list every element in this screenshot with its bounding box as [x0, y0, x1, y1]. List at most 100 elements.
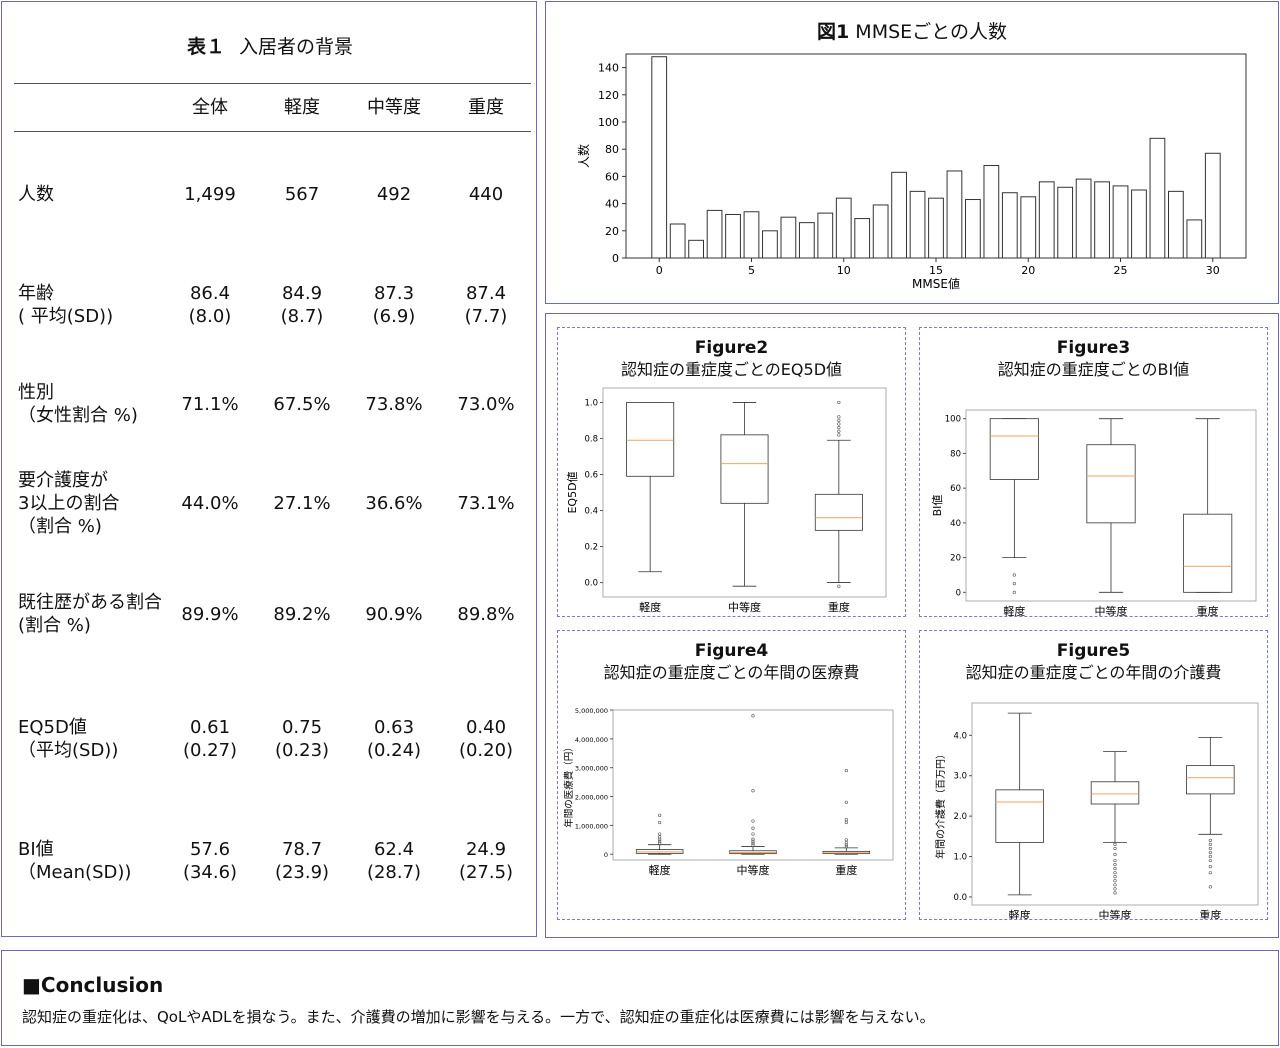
x-tick-label: 中等度: [728, 600, 761, 614]
outlier-point: [751, 841, 755, 845]
y-tick-label: 0.4: [584, 507, 598, 517]
row-label: 性別: [18, 382, 54, 403]
figure5-title: Figure5 認知症の重症度ごとの年間の介護費: [920, 641, 1267, 683]
outlier-point: [751, 839, 755, 843]
bar: [706, 209, 723, 259]
bar: [965, 199, 981, 259]
figure1-chart: 0 20 40 60 80 100 120 140 0 5 10 15 20 25 30 MMSE値 人数: [576, 53, 1247, 291]
table1-panel: 表１ 入居者の背景 全体 軽度 中等度 重度 人数 1,499 567 492 440 年齢( 平均…: [1, 1, 537, 937]
bar: [1038, 181, 1055, 259]
figure2-title: Figure2 認知症の重症度ごとのEQ5D値: [558, 338, 905, 380]
y-axis-label: 年間の介護費（百万円）: [934, 749, 947, 859]
x-tick-label: 中等度: [1099, 908, 1132, 919]
bar: [1094, 181, 1110, 259]
table-top-rule: [14, 83, 531, 84]
y-tick-label: 0: [956, 588, 961, 598]
outlier-point: [1113, 863, 1117, 867]
row-label: ( 平均(SD)): [18, 306, 114, 327]
table-cell-value: 89.9%: [181, 603, 239, 625]
figure4-chart: 0 1,000,000 2,000,000 3,000,000 4,000,000 5,0…: [563, 707, 894, 877]
row-label: （平均(SD)): [18, 740, 119, 761]
y-tick-label: 80: [605, 143, 619, 156]
conclusion-text: 認知症の重症化は、QoLやADLを損なう。また、介護費の増加に影響を与える。一方…: [22, 1008, 935, 1026]
bar: [928, 197, 944, 259]
outlier-point: [1113, 879, 1117, 883]
table-cell-value: (0.24): [366, 740, 422, 761]
table1-title-number: 表１: [186, 36, 225, 58]
row-label: 要介護度が: [18, 469, 108, 491]
table-cell-value: 89.2%: [273, 603, 331, 625]
outlier-point: [751, 826, 755, 830]
table-cell-value: 0.75: [281, 717, 323, 738]
table-cell-value: 440: [468, 183, 504, 205]
table-cell-value: 0.61: [189, 717, 231, 738]
outlier-point: [837, 418, 841, 423]
x-tick-label: 5: [748, 264, 755, 277]
y-tick-label: 0.0: [584, 579, 598, 589]
outlier-point: [844, 845, 848, 849]
table-cell-value: (7.7): [464, 306, 508, 327]
bar: [1149, 137, 1166, 259]
outlier-point: [1208, 850, 1212, 855]
outlier-point: [658, 841, 662, 845]
column-header: 重度: [468, 97, 504, 118]
figure5-panel: Figure5 認知症の重症度ごとの年間の介護費 0.0 1.0 2.0 3.0 4.0…: [919, 630, 1268, 920]
x-tick-label: 軽度: [1009, 908, 1031, 919]
table-cell-value: 73.8%: [365, 393, 423, 415]
outlier-point: [844, 800, 848, 804]
box: [1183, 513, 1233, 593]
row-label: EQ5D値: [18, 717, 87, 738]
figure2-title-text: 認知症の重症度ごとのEQ5D値: [620, 360, 843, 379]
outlier-point: [751, 789, 755, 793]
outlier-point: [1113, 842, 1117, 846]
figure1-panel: 図1 MMSEごとの人数 0 20 40 60 80 100 120 140 0 5 10 15 20 2…: [545, 1, 1279, 304]
outlier-point: [751, 843, 755, 847]
table-cell-value: 492: [376, 183, 412, 205]
y-tick-label: 40: [950, 519, 961, 529]
outlier-point: [1208, 838, 1212, 842]
table-cell-value: (0.20): [458, 740, 514, 761]
outlier-point: [837, 584, 841, 588]
plot-frame: [971, 702, 1259, 906]
conclusion-heading: ■Conclusion: [22, 973, 164, 997]
table-cell-value: 86.4: [189, 283, 231, 304]
bar: [1131, 189, 1147, 259]
table-cell-value: (28.7): [366, 862, 422, 883]
bar: [725, 213, 741, 259]
y-tick-label: 0.8: [584, 434, 598, 444]
outlier-point: [1012, 573, 1016, 577]
y-tick-label: 20: [950, 554, 961, 564]
y-tick-label: 5,000,000: [575, 707, 608, 715]
outlier-point: [837, 400, 841, 405]
figure3-chart: 0 20 40 60 80 100 軽度 中等度 重度 BI値: [931, 409, 1257, 616]
table-cell-value: 62.4: [373, 839, 415, 860]
y-axis-label: 人数: [576, 144, 591, 168]
y-tick-label: 3,000,000: [575, 765, 608, 773]
outlier-point: [1208, 858, 1212, 863]
box: [626, 402, 675, 477]
figure1-title: 図1 MMSEごとの人数: [546, 17, 1278, 44]
figure4-title: Figure4 認知症の重症度ごとの年間の医療費: [558, 641, 905, 683]
outlier-point: [837, 433, 841, 437]
y-tick-label: 0.6: [584, 470, 598, 480]
outlier-point: [844, 768, 848, 773]
y-tick-label: 20: [605, 225, 619, 238]
table-cell-value: 567: [284, 183, 320, 205]
outlier-point: [1113, 871, 1117, 875]
y-tick-label: 2.0: [953, 812, 967, 822]
x-tick-label: 25: [1114, 264, 1128, 277]
x-tick-label: 軽度: [1003, 604, 1025, 616]
y-tick-label: 3.0: [953, 772, 967, 782]
box: [720, 434, 769, 504]
bar: [909, 190, 926, 259]
outlier-point: [1208, 885, 1212, 889]
outlier-point: [837, 415, 841, 419]
table-cell-value: 24.9: [465, 839, 507, 860]
x-tick-label: 10: [837, 264, 851, 277]
outlier-point: [1012, 582, 1016, 586]
box: [1090, 781, 1140, 805]
figure4-title-number: Figure4: [694, 641, 769, 661]
outlier-point: [658, 832, 662, 836]
row-label: 年齢: [18, 283, 54, 304]
outlier-point: [1208, 846, 1212, 851]
